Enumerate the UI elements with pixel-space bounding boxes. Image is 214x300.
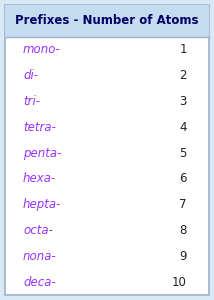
Text: hepta-: hepta- [23,198,61,211]
Text: Prefixes - Number of Atoms: Prefixes - Number of Atoms [15,14,199,28]
Text: 2: 2 [180,69,187,82]
Text: 8: 8 [180,224,187,237]
Text: 1: 1 [180,44,187,56]
Text: 9: 9 [180,250,187,263]
Text: 6: 6 [180,172,187,185]
Text: 7: 7 [180,198,187,211]
Text: mono-: mono- [23,44,61,56]
Text: deca-: deca- [23,276,56,289]
Text: 10: 10 [172,276,187,289]
Text: nona-: nona- [23,250,57,263]
Text: penta-: penta- [23,147,61,160]
Text: 3: 3 [180,95,187,108]
FancyBboxPatch shape [5,5,209,295]
Text: di-: di- [23,69,38,82]
Text: 4: 4 [180,121,187,134]
FancyBboxPatch shape [5,5,209,37]
Text: hexa-: hexa- [23,172,56,185]
Text: tetra-: tetra- [23,121,56,134]
Text: 5: 5 [180,147,187,160]
Text: tri-: tri- [23,95,40,108]
Text: octa-: octa- [23,224,53,237]
